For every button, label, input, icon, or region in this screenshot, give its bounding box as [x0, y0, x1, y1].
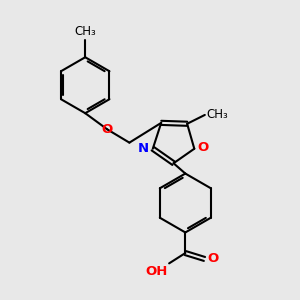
Text: O: O — [102, 123, 113, 136]
Text: O: O — [198, 141, 209, 154]
Text: O: O — [207, 252, 219, 266]
Text: CH₃: CH₃ — [74, 25, 96, 38]
Text: N: N — [138, 142, 149, 155]
Text: OH: OH — [145, 265, 168, 278]
Text: CH₃: CH₃ — [206, 108, 228, 122]
